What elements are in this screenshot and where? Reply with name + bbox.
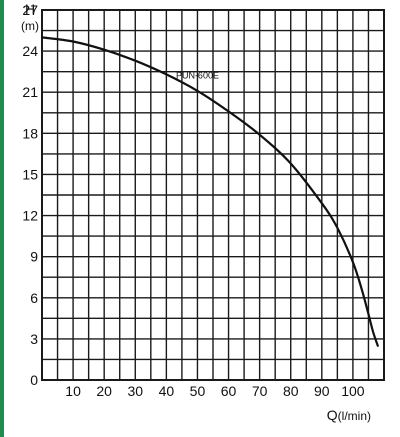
x-tick-label: 80 [283,383,299,399]
y-tick-label: 12 [22,208,38,224]
y-tick-labels: 0 3 6 9 12 15 18 21 24 27 [22,2,38,388]
x-tick-label: 90 [314,383,330,399]
accent-bar [0,0,4,437]
y-tick-label: 27 [22,2,38,18]
y-tick-label: 24 [22,43,38,59]
x-axis-title-text: Q [327,407,338,423]
x-tick-label: 10 [65,383,81,399]
curve-layer: PUN-600E [40,36,379,347]
y-tick-label: 21 [22,84,38,100]
x-tick-label: 60 [221,383,237,399]
y-tick-label: 18 [22,125,38,141]
x-tick-label: 100 [341,383,365,399]
grid [41,9,385,381]
x-axis-unit: (l/min) [338,409,371,423]
y-tick-label: 15 [22,166,38,182]
x-tick-label: 20 [96,383,112,399]
series-label-pun-600e: PUN-600E [176,71,219,81]
x-tick-label: 50 [190,383,206,399]
x-axis-title: Q(l/min) [327,407,371,423]
y-axis-title: H [25,1,35,17]
y-tick-label: 9 [30,249,38,265]
x-tick-label: 30 [127,383,143,399]
x-tick-labels: 10 20 30 40 50 60 70 80 90 100 [65,383,364,399]
y-tick-label: 3 [30,331,38,347]
y-axis-unit: (m) [21,19,39,33]
y-tick-label: 0 [30,372,38,388]
y-tick-label: 6 [30,290,38,306]
x-tick-label: 70 [252,383,268,399]
x-tick-label: 40 [159,383,175,399]
series-line-pun-600e [40,36,379,347]
